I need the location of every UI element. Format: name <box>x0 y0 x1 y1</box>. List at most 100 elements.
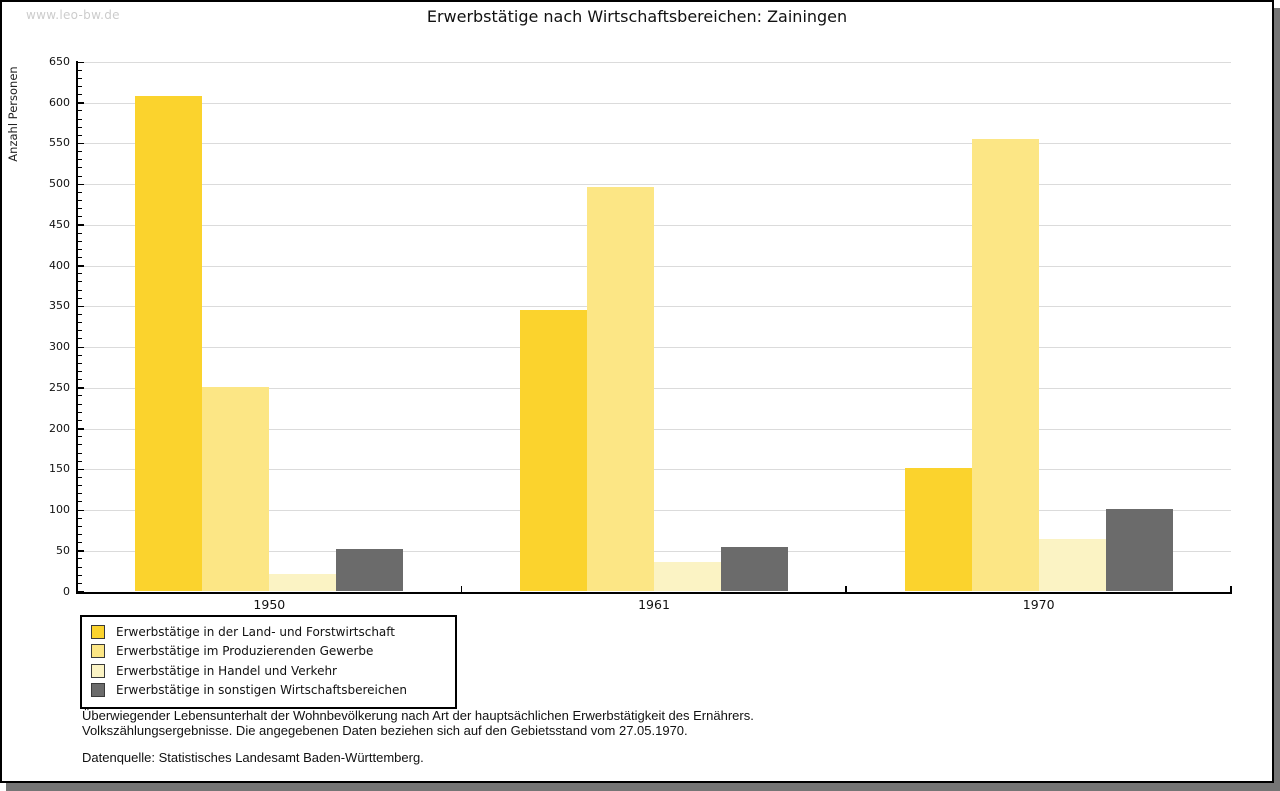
legend-label: Erwerbstätige im Produzierenden Gewerbe <box>116 644 374 659</box>
y-minor-tick-270 <box>78 371 82 373</box>
bar-1970-series2 <box>971 138 1039 592</box>
gridline-150 <box>78 469 1231 471</box>
y-minor-tick-560 <box>78 134 82 136</box>
y-minor-tick-40 <box>78 558 82 560</box>
gridline-400 <box>78 265 1231 267</box>
y-major-tick-200 <box>78 428 84 430</box>
y-minor-tick-160 <box>78 460 82 462</box>
y-minor-tick-480 <box>78 199 82 201</box>
y-minor-tick-290 <box>78 354 82 356</box>
y-tick-label-300: 300 <box>49 340 70 354</box>
y-tick-label-100: 100 <box>49 503 70 517</box>
y-minor-tick-510 <box>78 175 82 177</box>
y-tick-label-400: 400 <box>49 258 70 272</box>
y-minor-tick-360 <box>78 297 82 299</box>
gridline-100 <box>78 510 1231 512</box>
y-minor-tick-530 <box>78 159 82 161</box>
y-minor-tick-30 <box>78 566 82 568</box>
bar-1970-series3 <box>1038 539 1106 592</box>
y-axis-line <box>76 61 78 594</box>
y-minor-tick-180 <box>78 444 82 446</box>
y-minor-tick-170 <box>78 452 82 454</box>
y-minor-tick-280 <box>78 362 82 364</box>
y-minor-tick-460 <box>78 216 82 218</box>
x-boundary-tick-1 <box>460 585 463 592</box>
legend-label: Erwerbstätige in sonstigen Wirtschaftsbe… <box>116 683 408 698</box>
bar-1961-series4 <box>721 546 788 592</box>
bar-1961-series2 <box>587 187 654 592</box>
bar-1970-series4 <box>1105 509 1173 592</box>
x-boundary-tick-3 <box>1230 585 1232 592</box>
legend-row-1: Erwerbstätige in der Land- und Forstwirt… <box>91 622 451 642</box>
y-minor-tick-210 <box>78 419 82 421</box>
legend-swatch-icon <box>91 644 105 659</box>
y-minor-tick-410 <box>78 257 82 258</box>
y-minor-tick-440 <box>78 232 82 234</box>
y-minor-tick-70 <box>78 533 82 535</box>
y-minor-tick-640 <box>78 69 82 71</box>
legend-label: Erwerbstätige in der Land- und Forstwirt… <box>116 624 395 639</box>
y-major-tick-0 <box>78 591 84 593</box>
y-tick-label-550: 550 <box>49 136 70 150</box>
x-axis-line <box>76 591 1232 594</box>
y-minor-tick-580 <box>78 118 82 120</box>
x-boundary-tick-2 <box>845 585 847 592</box>
legend: Erwerbstätige in der Land- und Forstwirt… <box>80 615 457 709</box>
y-minor-tick-620 <box>78 85 82 87</box>
y-minor-tick-390 <box>78 273 82 275</box>
y-minor-tick-380 <box>78 281 82 283</box>
y-tick-label-500: 500 <box>49 177 70 191</box>
y-minor-tick-140 <box>78 476 82 478</box>
y-major-tick-100 <box>78 509 84 512</box>
y-major-tick-550 <box>78 142 84 145</box>
y-major-tick-400 <box>78 265 84 267</box>
y-major-tick-500 <box>78 183 84 186</box>
y-minor-tick-340 <box>78 314 82 316</box>
y-minor-tick-240 <box>78 395 82 397</box>
y-major-tick-250 <box>78 387 84 389</box>
y-minor-tick-90 <box>78 517 82 519</box>
y-minor-tick-260 <box>78 379 82 381</box>
legend-swatch-icon <box>91 663 105 678</box>
y-major-tick-600 <box>78 102 84 104</box>
y-minor-tick-130 <box>78 485 82 487</box>
y-tick-label-250: 250 <box>49 380 70 394</box>
y-minor-tick-570 <box>78 126 82 128</box>
y-minor-tick-420 <box>78 248 82 250</box>
y-tick-label-450: 450 <box>49 217 70 231</box>
y-minor-tick-20 <box>78 574 82 576</box>
y-minor-tick-320 <box>78 330 82 332</box>
y-tick-label-50: 50 <box>56 543 70 557</box>
bar-1950-series4 <box>336 549 404 592</box>
footnote-line-1: Überwiegender Lebensunterhalt der Wohnbe… <box>82 708 754 723</box>
watermark: www.leo-bw.de <box>26 8 120 22</box>
y-minor-tick-610 <box>78 94 82 96</box>
y-tick-label-650: 650 <box>49 55 70 68</box>
gridline-500 <box>78 184 1231 186</box>
y-minor-tick-190 <box>78 436 82 438</box>
bar-1950-series1 <box>135 96 203 592</box>
y-minor-tick-490 <box>78 191 82 193</box>
y-tick-label-600: 600 <box>49 95 70 109</box>
footnotes: Überwiegender Lebensunterhalt der Wohnbe… <box>82 708 754 766</box>
y-major-tick-350 <box>78 305 84 308</box>
bar-1970-series1 <box>904 467 972 592</box>
y-tick-label-0: 0 <box>63 584 70 598</box>
y-minor-tick-520 <box>78 167 82 169</box>
legend-swatch-icon <box>91 624 105 639</box>
y-major-tick-650 <box>78 61 84 63</box>
y-minor-tick-630 <box>78 77 82 79</box>
y-minor-tick-220 <box>78 411 82 413</box>
y-minor-tick-120 <box>78 493 82 495</box>
footnote-line-2: Volkszählungsergebnisse. Die angegebenen… <box>82 722 688 738</box>
y-minor-tick-230 <box>78 403 82 405</box>
legend-row-2: Erwerbstätige im Produzierenden Gewerbe <box>91 642 451 662</box>
y-axis-label: Anzahl Personen <box>6 66 20 162</box>
y-minor-tick-540 <box>78 151 82 153</box>
y-minor-tick-430 <box>78 240 82 242</box>
y-minor-tick-590 <box>78 110 82 112</box>
bar-1950-series3 <box>269 573 337 592</box>
gridline-200 <box>78 428 1231 430</box>
gridline-250 <box>78 387 1231 389</box>
y-tick-label-200: 200 <box>49 421 70 435</box>
